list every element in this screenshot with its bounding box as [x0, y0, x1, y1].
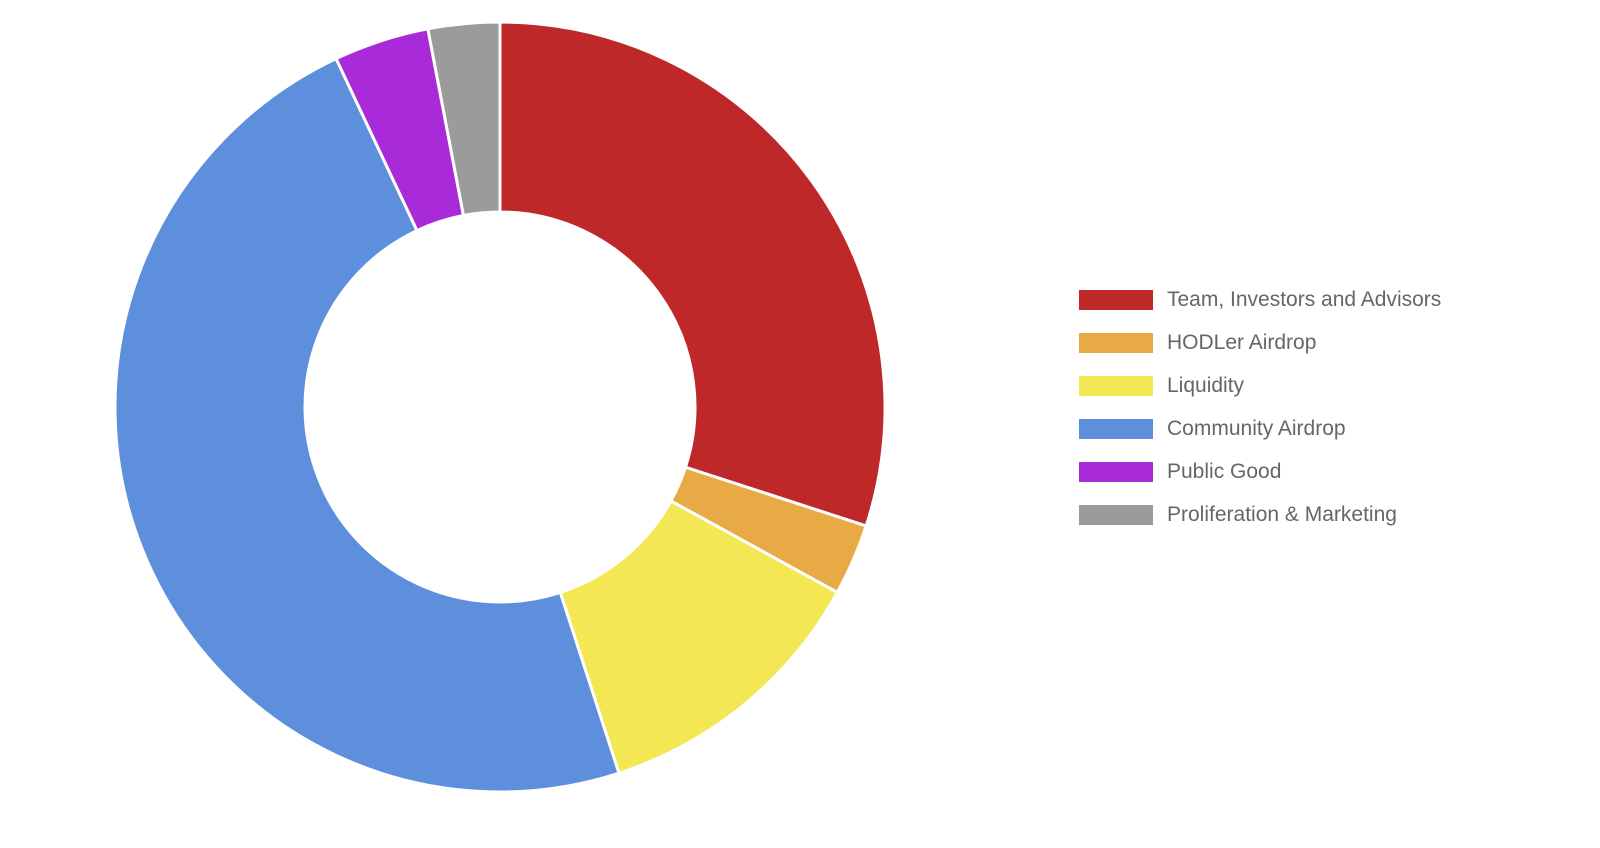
legend: Team, Investors and Advisors HODLer Airdr… [1079, 288, 1441, 536]
legend-item[interactable]: Liquidity [1079, 364, 1441, 407]
legend-label: Team, Investors and Advisors [1167, 287, 1442, 311]
donut-slice-team-investors-and-advisors[interactable] [498, 20, 887, 528]
legend-item[interactable]: HODLer Airdrop [1079, 321, 1441, 364]
legend-item[interactable]: Team, Investors and Advisors [1079, 278, 1441, 321]
donut-slice-community-airdrop[interactable] [113, 56, 621, 794]
legend-swatch [1079, 375, 1153, 396]
legend-label: Proliferation & Marketing [1167, 502, 1397, 526]
legend-swatch [1079, 418, 1153, 439]
legend-item[interactable]: Community Airdrop [1079, 407, 1441, 450]
legend-label: HODLer Airdrop [1167, 330, 1317, 354]
legend-item[interactable]: Proliferation & Marketing [1079, 493, 1441, 536]
donut-slice-proliferation-marketing[interactable] [426, 20, 502, 218]
legend-swatch [1079, 504, 1153, 525]
legend-label: Community Airdrop [1167, 416, 1346, 440]
legend-swatch [1079, 332, 1153, 353]
legend-swatch [1079, 461, 1153, 482]
donut-chart [113, 20, 887, 794]
legend-label: Liquidity [1167, 373, 1245, 397]
legend-swatch [1079, 289, 1153, 310]
legend-label: Public Good [1167, 459, 1282, 483]
legend-item[interactable]: Public Good [1079, 450, 1441, 493]
donut-slice-liquidity[interactable] [558, 498, 840, 776]
